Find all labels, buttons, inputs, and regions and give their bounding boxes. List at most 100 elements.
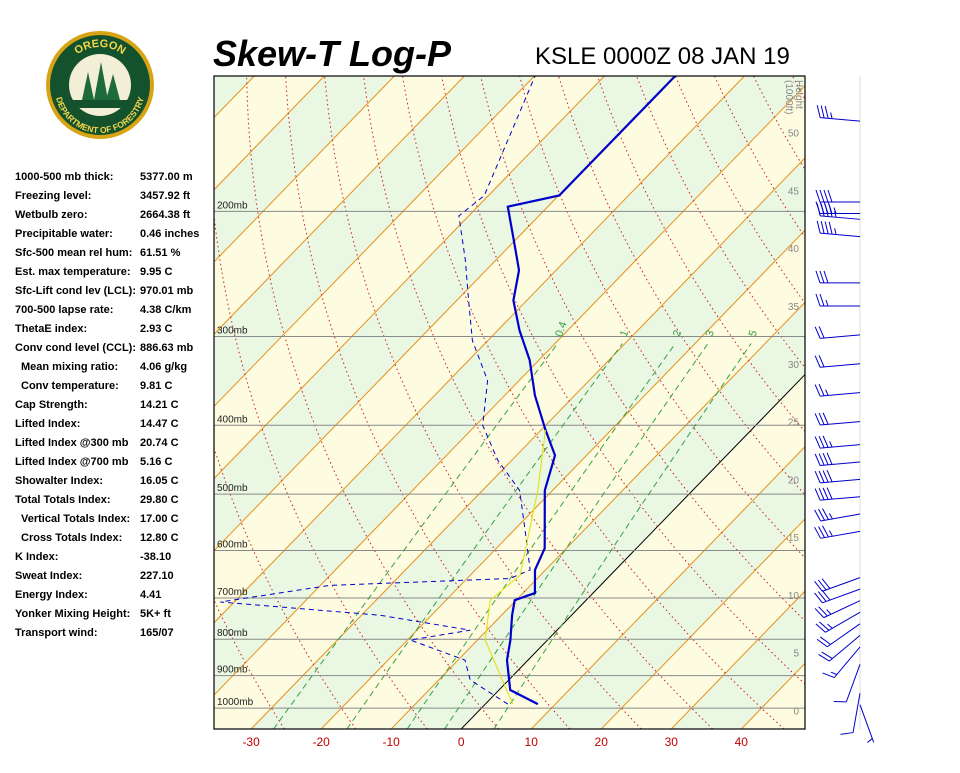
index-value: 61.51 % (140, 247, 181, 259)
wind-barb (819, 635, 860, 661)
index-value: 4.38 C/km (140, 304, 192, 316)
index-label: K Index: (15, 551, 58, 563)
barb-feather (823, 453, 828, 465)
index-value: 4.06 g/kg (140, 361, 187, 373)
index-label: Lifted Index @300 mb (15, 437, 129, 449)
barb-feather (819, 436, 824, 448)
barb-feather (827, 470, 832, 482)
index-value: 886.63 mb (140, 342, 193, 354)
wind-barb (815, 384, 860, 396)
barb-staff (820, 445, 860, 448)
barb-feather (815, 454, 820, 466)
isotherm (881, 76, 960, 729)
wind-barb (860, 705, 874, 743)
barb-feather (815, 471, 820, 483)
y2-tick-label: 45 (788, 186, 800, 197)
barb-staff (820, 393, 860, 396)
y2-tick-label: 40 (788, 244, 800, 255)
barb-feather (820, 294, 824, 306)
barb-staff (829, 635, 860, 661)
x-tick-label: -20 (312, 735, 330, 749)
barb-staff (820, 233, 860, 236)
wind-barb (815, 453, 860, 466)
chart-subtitle: KSLE 0000Z 08 JAN 19 (535, 43, 790, 70)
index-label: 1000-500 mb thick: (15, 171, 113, 183)
index-value: 20.74 C (140, 437, 179, 449)
wind-barb (815, 355, 860, 367)
barb-staff (825, 612, 860, 632)
barb-half (829, 531, 832, 537)
y-tick-label: 300mb (217, 325, 248, 336)
barb-feather (828, 190, 832, 202)
barb-feather (818, 592, 826, 602)
index-label: Conv temperature: (21, 380, 119, 392)
wind-barb (815, 413, 860, 425)
barb-half (831, 112, 832, 118)
barb-feather (816, 624, 825, 632)
y2-axis-label: (1000ft) (783, 80, 794, 114)
wind-barb (815, 589, 860, 603)
index-value: 14.47 C (140, 418, 179, 430)
y2-tick-label: 5 (793, 649, 799, 660)
wind-barb (815, 326, 860, 338)
index-label: Est. max temperature: (15, 266, 131, 278)
barb-feather (819, 488, 824, 500)
barb-staff (853, 693, 860, 732)
index-label: Cross Totals Index: (21, 532, 122, 544)
x-tick-label: -30 (242, 735, 260, 749)
wind-barb (817, 624, 860, 647)
index-label: Vertical Totals Index: (21, 513, 130, 525)
barb-feather (815, 385, 820, 397)
wind-barb (817, 105, 860, 121)
index-label: Total Totals Index: (15, 494, 111, 506)
barb-feather (816, 294, 820, 306)
barb-staff (822, 589, 860, 603)
index-value: 16.05 C (140, 475, 179, 487)
barb-half (867, 739, 872, 743)
index-label: Lifted Index: (15, 418, 80, 430)
wind-barb (815, 508, 860, 521)
y-tick-label: 900mb (217, 665, 248, 676)
x-tick-label: -10 (382, 735, 400, 749)
barb-feather (815, 327, 820, 339)
barb-feather (820, 271, 824, 283)
y2-tick-label: 10 (788, 591, 800, 602)
barb-feather (825, 106, 828, 118)
barb-staff (820, 364, 860, 367)
barb-feather (817, 221, 820, 233)
wind-barb (815, 526, 860, 539)
barb-feather (824, 190, 828, 202)
barb-half (826, 300, 828, 306)
x-tick-label: 40 (735, 735, 749, 749)
index-label: Sfc-Lift cond lev (LCL): (15, 285, 136, 297)
barb-feather (827, 488, 832, 500)
barb-feather (827, 453, 832, 465)
wind-barb (815, 601, 860, 618)
index-value: 17.00 C (140, 513, 179, 525)
barb-feather (823, 436, 828, 448)
dry-adiabat (832, 76, 960, 729)
barb-feather (815, 356, 820, 368)
isotherm (811, 76, 960, 729)
wind-barb (816, 294, 860, 306)
x-tick-label: 10 (525, 735, 539, 749)
barb-feather (829, 222, 832, 234)
y2-tick-label: 35 (788, 302, 800, 313)
barb-feather (819, 471, 824, 483)
barb-feather (815, 581, 823, 591)
barb-feather (819, 607, 828, 616)
wind-barb (815, 436, 860, 448)
index-value: 29.80 C (140, 494, 179, 506)
barb-feather (819, 454, 824, 466)
index-value: 12.80 C (140, 532, 179, 544)
barb-feather (816, 271, 820, 283)
y2-tick-label: 30 (788, 360, 800, 371)
index-label: Transport wind: (15, 627, 98, 639)
barb-feather (819, 413, 824, 425)
barb-feather (818, 580, 826, 590)
y2-tick-label: 50 (788, 129, 800, 140)
barb-feather (815, 489, 820, 501)
y2-tick-label: 0 (793, 707, 799, 718)
